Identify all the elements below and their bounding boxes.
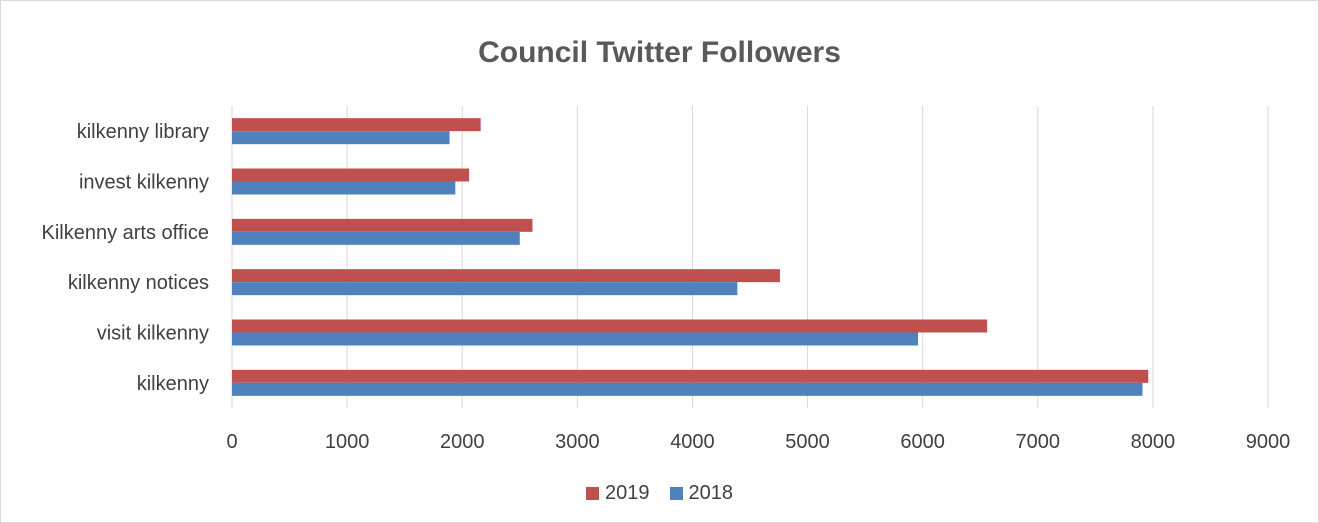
category-label: kilkenny notices (68, 272, 209, 294)
bar-2019 (232, 168, 470, 182)
bar-2018 (232, 181, 456, 195)
x-tick-label: 1000 (325, 431, 370, 453)
x-tick-label: 5000 (785, 431, 830, 453)
category-label: Kilkenny arts office (42, 222, 210, 244)
bars (232, 118, 1149, 396)
legend: 2019 2018 (0, 482, 1319, 505)
legend-item-2018: 2018 (669, 482, 734, 505)
bar-2019 (232, 369, 1149, 383)
category-label: kilkenny (137, 373, 209, 395)
bar-2018 (232, 332, 919, 346)
legend-swatch-2019 (586, 487, 599, 500)
bar-2018 (232, 131, 450, 145)
gridlines (231, 106, 1269, 408)
legend-label-2019: 2019 (605, 482, 650, 504)
legend-item-2019: 2019 (586, 482, 650, 505)
legend-swatch-2018 (669, 487, 683, 500)
x-tick-label: 9000 (1246, 431, 1291, 453)
x-tick-label: 6000 (900, 431, 945, 453)
bar-2019 (232, 269, 780, 283)
bar-2019 (232, 118, 481, 132)
x-tick-label: 2000 (440, 431, 485, 453)
x-tick-label: 0 (226, 431, 237, 453)
bar-2018 (232, 282, 738, 296)
bar-2019 (232, 319, 988, 333)
bar-2018 (232, 231, 520, 245)
x-tick-label: 8000 (1131, 431, 1176, 453)
bar-2018 (232, 382, 1143, 396)
category-label: kilkenny library (77, 121, 209, 143)
category-labels: kilkenny visit kilkenny kilkenny notices Ki… (42, 121, 210, 395)
x-tick-label: 3000 (555, 431, 600, 453)
x-tick-labels: 0 1000 2000 3000 4000 5000 6000 7000 8000 9000 (226, 431, 1290, 453)
x-tick-label: 4000 (670, 431, 715, 453)
category-label: visit kilkenny (97, 323, 209, 345)
x-tick-label: 7000 (1016, 431, 1061, 453)
chart-title: Council Twitter Followers (478, 36, 841, 69)
bar-2019 (232, 218, 533, 232)
legend-label-2018: 2018 (688, 482, 734, 504)
category-label: invest kilkenny (79, 172, 209, 194)
